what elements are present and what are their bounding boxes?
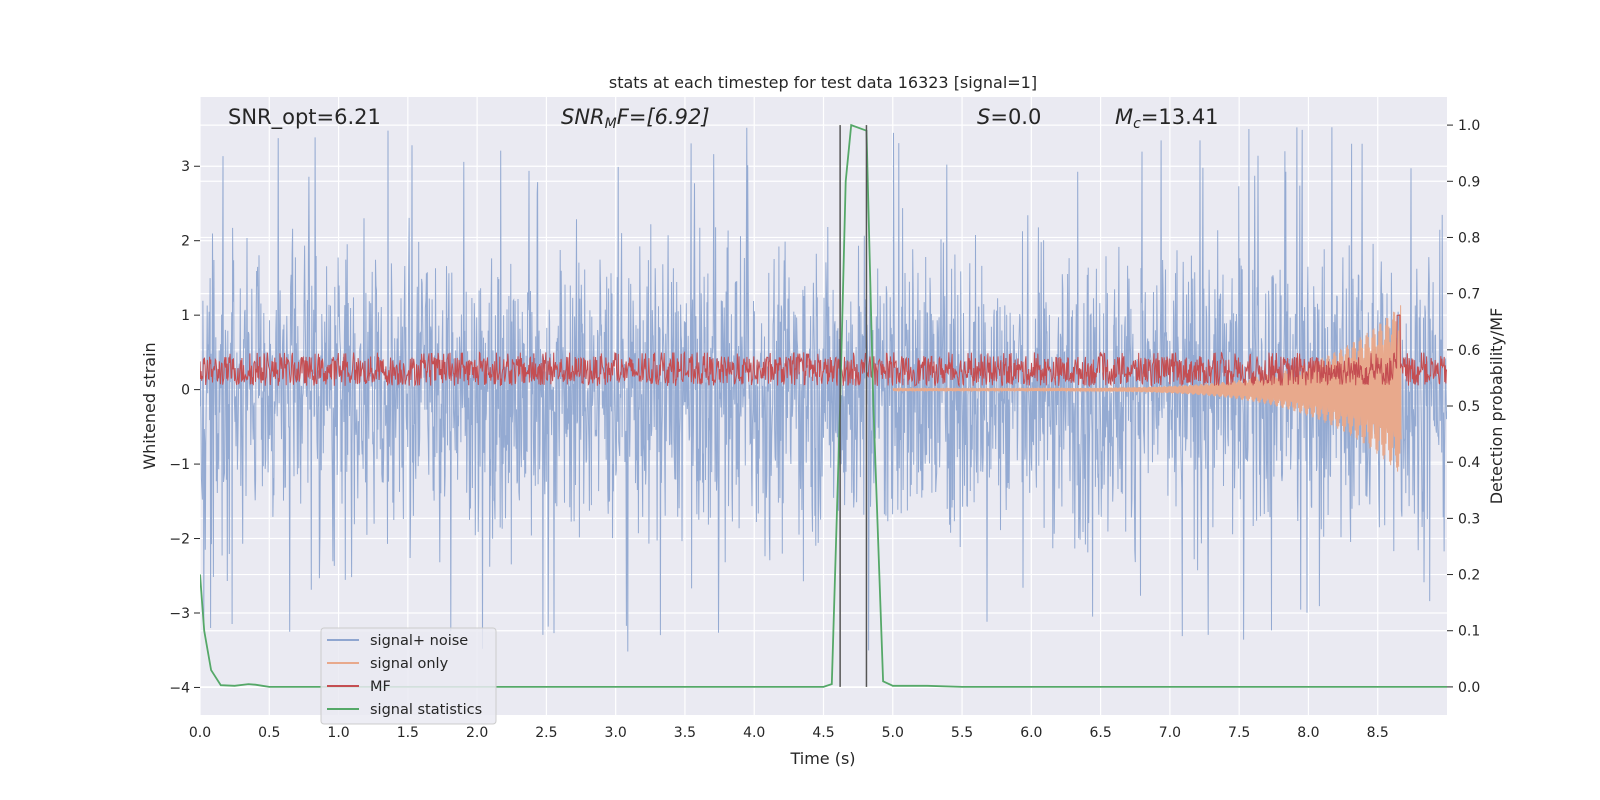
chart-title: stats at each timestep for test data 163… [609,73,1037,92]
legend: signal+ noise signal only MF signal stat… [320,627,497,725]
y-right-tick-label: 0.3 [1458,511,1480,527]
annotation-mc: Mc=13.41 [1115,105,1219,132]
x-axis-label: Time (s) [789,749,855,768]
legend-label-signal-noise: signal+ noise [370,633,468,649]
x-tick-label: 4.5 [812,725,834,741]
x-tick-label: 3.0 [605,725,627,741]
annotation-snr-opt: SNR_opt=6.21 [228,105,381,130]
y-left-tick-label: −1 [169,457,190,473]
y-right-tick-label: 1.0 [1458,118,1480,134]
y-left-tick-label: 0 [181,383,190,399]
y-right-tick-label: 0.9 [1458,174,1480,190]
y-left-tick-label: −4 [169,680,190,696]
series-signal-only [892,305,1402,472]
series-signal-statistics [200,123,1447,688]
x-tick-label: 5.5 [951,725,973,741]
series-layer [200,123,1447,688]
x-tick-label: 1.0 [327,725,349,741]
series-mf [200,314,1447,388]
y-right-tick-label: 0.4 [1458,455,1480,471]
vertical-lines [839,125,868,687]
y-right-tick-label: 0.5 [1458,399,1480,415]
y-left-tick-label: 2 [181,234,190,250]
legend-label-mf: MF [370,679,391,695]
legend-box [320,627,497,725]
x-tick-label: 2.5 [535,725,557,741]
x-tick-label: 7.5 [1228,725,1250,741]
legend-label-signal-only: signal only [370,656,449,672]
x-tick-label: 8.5 [1367,725,1389,741]
y-right-tick-label: 0.8 [1458,230,1480,246]
x-tick-label: 6.0 [1020,725,1042,741]
x-tick-label: 3.5 [674,725,696,741]
annotation-snr-mf: SNRMF=[6.92] [561,105,710,132]
x-tick-label: 1.5 [397,725,419,741]
ticks: 0.0 0.5 1.0 1.5 2.0 2.5 3.0 3.5 4.0 4.5 5.0 5.5 6.0 6… [169,118,1480,741]
x-tick-label: 6.5 [1089,725,1111,741]
x-tick-label: 2.0 [466,725,488,741]
y-axis-label-right: Detection probability/MF [1487,308,1506,505]
x-tick-label: 8.0 [1297,725,1319,741]
x-tick-label: 4.0 [743,725,765,741]
y-right-tick-label: 0.2 [1458,568,1480,584]
y-right-tick-label: 0.6 [1458,343,1480,359]
x-tick-label: 0.5 [258,725,280,741]
y-left-tick-label: 3 [181,159,190,175]
y-axis-label-left: Whitened strain [140,342,159,469]
y-left-tick-label: 1 [181,308,190,324]
y-right-tick-label: 0.1 [1458,624,1480,640]
y-right-tick-label: 0.7 [1458,287,1480,303]
x-tick-label: 0.0 [189,725,211,741]
legend-label-signal-statistics: signal statistics [370,702,482,718]
y-left-tick-label: −3 [169,606,190,622]
annotations: SNR_opt=6.21 SNRMF=[6.92] S=0.0 Mc=13.41 [228,105,1219,132]
annotation-s: S=0.0 [977,105,1041,129]
x-tick-label: 7.0 [1159,725,1181,741]
y-left-tick-label: −2 [169,532,190,548]
series-signal-noise [200,127,1447,652]
x-tick-label: 5.0 [882,725,904,741]
y-right-tick-label: 0.0 [1458,680,1480,696]
